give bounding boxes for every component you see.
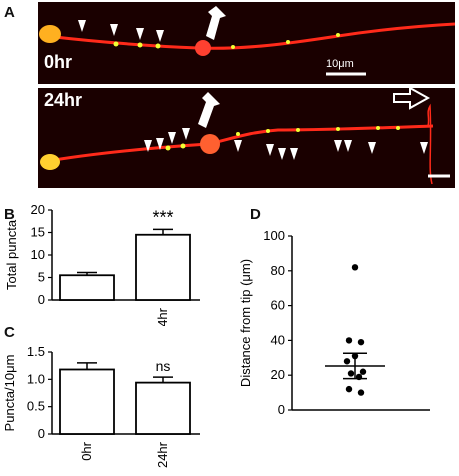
micrograph-0hr-drawing <box>39 6 455 76</box>
cell-body <box>39 25 61 43</box>
y-axis-label: Distance from tip (μm) <box>240 259 253 387</box>
y-tick-label: 10 <box>31 247 45 262</box>
y-tick-label: 20 <box>271 367 285 382</box>
data-point <box>357 338 365 346</box>
significance-label: *** <box>152 207 173 227</box>
y-axis-label: Puncta/10μm <box>2 355 17 432</box>
x-tick-label: 24hr <box>155 307 170 326</box>
growth-cone <box>195 40 211 56</box>
y-tick-label: 5 <box>38 270 45 285</box>
panel-label-b: B <box>4 206 15 223</box>
bar <box>59 368 115 435</box>
arrowhead-markers <box>78 20 164 42</box>
y-tick-label: 40 <box>271 332 285 347</box>
panel-label-d: D <box>250 206 261 223</box>
puncta-group <box>165 126 400 151</box>
y-tick-label: 1.0 <box>27 371 45 386</box>
significance-label: ns <box>156 358 171 374</box>
neurite <box>45 22 455 50</box>
x-tick-label: 24hr <box>155 441 170 468</box>
bar <box>135 381 191 435</box>
time-label-0hr: 0hr <box>44 52 73 72</box>
cell-body <box>40 154 60 170</box>
y-tick-label: 80 <box>271 263 285 278</box>
data-point <box>357 389 365 396</box>
arrow-icon <box>206 6 226 40</box>
y-tick-label: 60 <box>271 298 285 313</box>
data-point <box>359 368 367 375</box>
data-point <box>345 337 353 344</box>
open-arrow-icon <box>393 88 431 110</box>
micrograph-24hr: 24hr <box>38 88 455 188</box>
y-tick-label: 20 <box>31 202 45 217</box>
chart-b: 0 5 10 15 20 Total puncta 24hr *** <box>4 202 200 326</box>
neurite-branch <box>427 103 433 185</box>
x-tick-label: 0hr <box>79 441 94 460</box>
micrograph-0hr: 0hr 10μm <box>38 2 455 84</box>
bar <box>135 233 191 301</box>
puncta-group <box>113 33 340 49</box>
y-tick-label: 15 <box>31 225 45 240</box>
arrow-icon <box>198 92 220 128</box>
panel-label-c: C <box>4 324 15 341</box>
y-tick-label: 0 <box>38 426 45 441</box>
data-point <box>351 264 359 271</box>
panel-label-a: A <box>4 4 15 21</box>
chart-d: 0 20 40 60 80 100 Distance from tip (μm) <box>240 228 430 417</box>
data-point <box>347 370 355 377</box>
micrograph-24hr-drawing <box>40 88 450 185</box>
neurite <box>41 124 434 164</box>
arrowhead-markers <box>144 128 428 160</box>
bar <box>59 274 115 301</box>
y-tick-label: 0 <box>38 292 45 307</box>
y-tick-label: 100 <box>263 228 285 243</box>
data-point <box>345 385 353 393</box>
time-label-24hr: 24hr <box>44 90 83 110</box>
y-tick-label: 0 <box>278 402 285 417</box>
y-axis-label: Total puncta <box>4 219 19 290</box>
y-tick-label: 0.5 <box>27 399 45 414</box>
growth-cone <box>200 134 220 154</box>
scale-label: 10μm <box>326 58 354 70</box>
y-tick-label: 1.5 <box>27 344 45 359</box>
data-point <box>343 358 351 365</box>
chart-c: 0 0.5 1.0 1.5 Puncta/10μm 0hr 24hr ns <box>2 344 200 468</box>
